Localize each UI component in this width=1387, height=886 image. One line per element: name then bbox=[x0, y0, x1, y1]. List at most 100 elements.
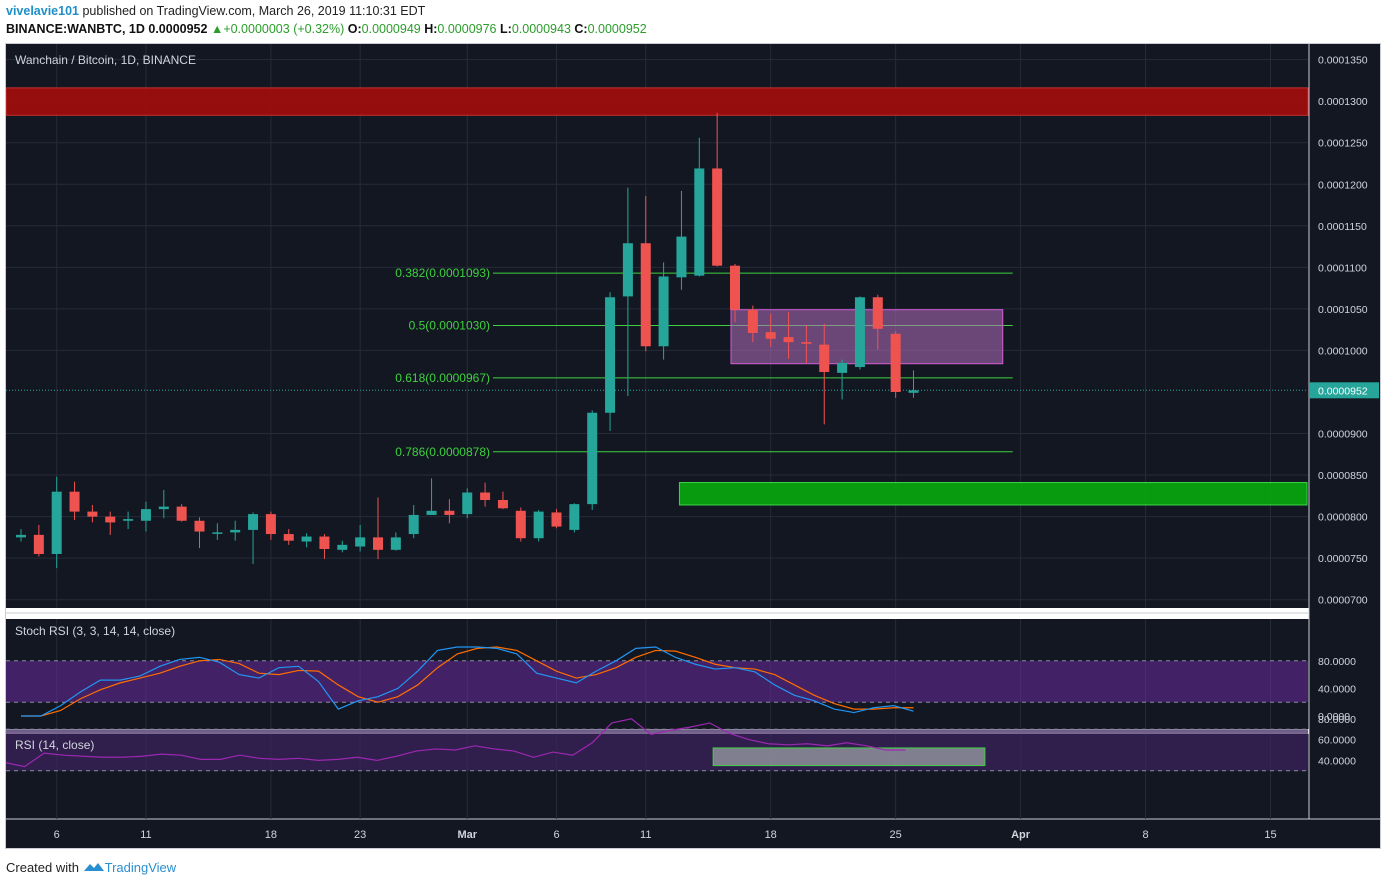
candle bbox=[51, 476, 62, 569]
candle-body bbox=[658, 276, 669, 347]
publish-info: published on TradingView.com, March 26, … bbox=[82, 4, 426, 18]
candle-body bbox=[605, 297, 616, 413]
candle-body bbox=[105, 516, 116, 523]
close-label: C: bbox=[574, 22, 588, 36]
symbol-label: BINANCE:WANBTC, 1D bbox=[6, 22, 145, 36]
candle bbox=[319, 534, 330, 559]
fib-level-label: 0.5(0.0001030) bbox=[409, 319, 490, 333]
candle-body bbox=[747, 309, 758, 333]
candle-body bbox=[587, 412, 598, 505]
candle bbox=[301, 533, 312, 548]
y-tick-label: 0.0000750 bbox=[1318, 553, 1368, 565]
fib-level-label: 0.618(0.0000967) bbox=[395, 371, 490, 385]
candle bbox=[908, 370, 919, 398]
candle bbox=[694, 137, 705, 277]
candle bbox=[730, 264, 740, 323]
y-tick-label: 0.0001300 bbox=[1318, 96, 1368, 108]
candle bbox=[533, 509, 544, 542]
candle bbox=[890, 331, 901, 398]
candle bbox=[854, 296, 865, 370]
candle-body bbox=[444, 510, 455, 515]
rsi-highlight-box bbox=[712, 747, 986, 767]
candle bbox=[444, 499, 455, 524]
candle-body bbox=[176, 506, 187, 521]
x-tick-label: 11 bbox=[640, 829, 651, 841]
candle-body bbox=[783, 337, 794, 343]
rsi-tick-label: 60.0000 bbox=[1318, 735, 1356, 747]
candle-body bbox=[373, 537, 383, 550]
x-tick-label: Mar bbox=[457, 829, 477, 841]
author-link[interactable]: vivelavie101 bbox=[6, 4, 79, 18]
chart-border bbox=[5, 43, 1381, 849]
ohlc-line: BINANCE:WANBTC, 1D 0.0000952 ▲+0.0000003… bbox=[6, 22, 647, 36]
close-value: 0.0000952 bbox=[587, 22, 647, 36]
candle bbox=[676, 190, 687, 290]
last-price-tag-label: 0.0000952 bbox=[1318, 385, 1368, 397]
stoch-tick-label: 40.0000 bbox=[1318, 683, 1356, 695]
candle bbox=[462, 488, 473, 519]
candle-body bbox=[230, 529, 241, 533]
x-tick-label: 8 bbox=[1142, 829, 1148, 841]
candle bbox=[16, 529, 26, 542]
candle bbox=[426, 478, 437, 515]
candle bbox=[872, 294, 883, 350]
candle-body bbox=[301, 536, 312, 542]
rsi-tick-label: 40.0000 bbox=[1318, 755, 1356, 767]
candle-body bbox=[480, 492, 491, 500]
y-tick-label: 0.0001250 bbox=[1318, 138, 1368, 150]
tradingview-logo-icon bbox=[83, 863, 104, 871]
stoch-tick-label: 0.0000 bbox=[1318, 711, 1350, 723]
y-tick-label: 0.0000800 bbox=[1318, 512, 1368, 524]
candle bbox=[230, 520, 241, 541]
candle-body bbox=[801, 342, 812, 344]
candles bbox=[16, 112, 919, 569]
candle bbox=[355, 524, 366, 552]
x-tick-label: 15 bbox=[1264, 829, 1276, 841]
fib-level-label: 0.382(0.0001093) bbox=[395, 266, 490, 280]
candle bbox=[123, 511, 134, 530]
candle-body bbox=[908, 390, 919, 393]
candle bbox=[819, 323, 830, 425]
candle bbox=[837, 359, 848, 400]
candle-body bbox=[765, 332, 776, 339]
candle-body bbox=[283, 534, 294, 541]
rsi-line bbox=[5, 718, 906, 768]
x-tick-label: 18 bbox=[265, 829, 277, 841]
rsi-label: RSI (14, close) bbox=[15, 738, 94, 752]
candle bbox=[783, 312, 794, 359]
candle-body bbox=[890, 333, 901, 392]
candle bbox=[765, 313, 776, 348]
y-tick-label: 0.0001150 bbox=[1318, 221, 1367, 233]
y-tick-label: 0.0001000 bbox=[1318, 345, 1368, 357]
price-axis bbox=[1309, 43, 1380, 819]
high-label: H: bbox=[424, 22, 438, 36]
time-axis bbox=[6, 819, 1380, 848]
rsi-band bbox=[6, 729, 1308, 771]
chart-area[interactable]: 0.0001350 0.0001300 0.0001250 0.0001200 0.00… bbox=[5, 43, 1381, 849]
support-zone bbox=[678, 482, 1308, 506]
x-tick-label: 11 bbox=[140, 829, 151, 841]
candle-body bbox=[51, 491, 62, 554]
candle-body bbox=[837, 362, 848, 373]
candle-body bbox=[462, 492, 473, 515]
candle bbox=[408, 504, 419, 539]
candle bbox=[640, 195, 651, 352]
last-price: 0.0000952 bbox=[148, 22, 208, 36]
candle-body bbox=[569, 504, 580, 530]
candle bbox=[712, 112, 723, 267]
candle-body bbox=[533, 511, 544, 539]
candle-body bbox=[16, 534, 26, 538]
candle-body bbox=[694, 168, 705, 276]
tradingview-brand[interactable]: TradingView bbox=[104, 860, 177, 875]
candle bbox=[33, 524, 44, 557]
low-value: 0.0000943 bbox=[511, 22, 571, 36]
candle bbox=[747, 305, 758, 343]
y-tick-label: 0.0001100 bbox=[1318, 262, 1367, 274]
candle bbox=[87, 504, 98, 523]
up-arrow-icon: ▲ bbox=[210, 22, 224, 36]
candle-body bbox=[194, 520, 205, 532]
resistance-zone bbox=[5, 87, 1309, 116]
candle-body bbox=[730, 265, 740, 310]
candle bbox=[551, 509, 562, 529]
candle-body bbox=[712, 168, 723, 266]
